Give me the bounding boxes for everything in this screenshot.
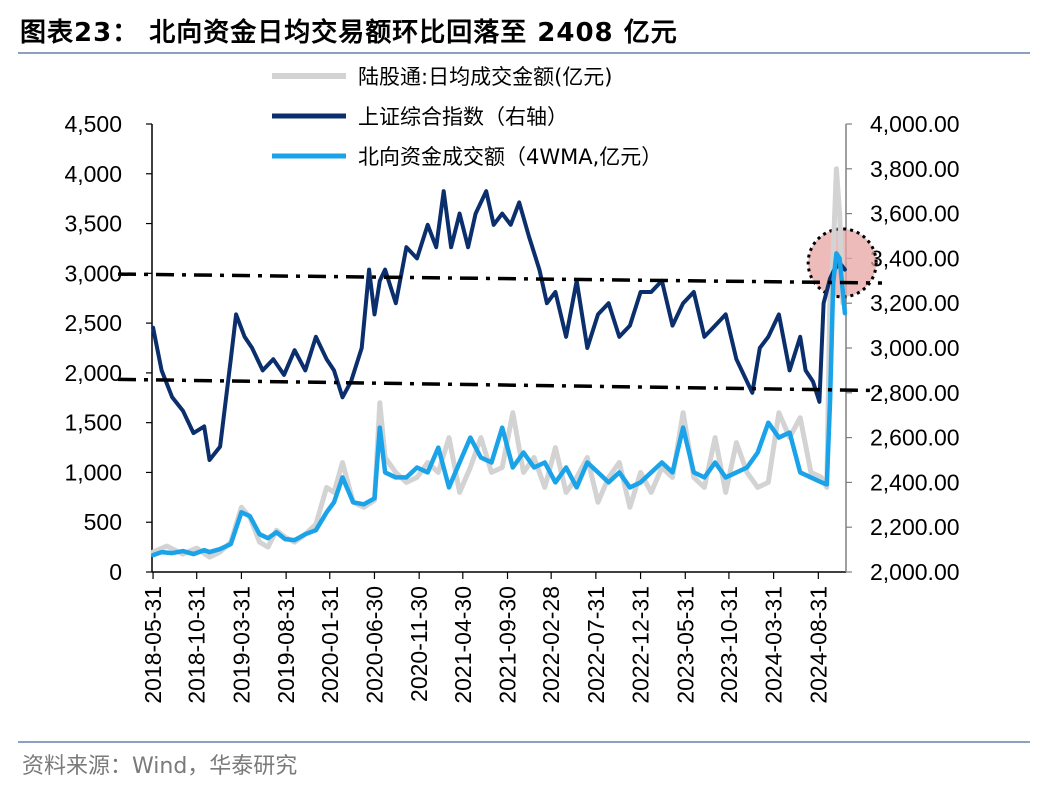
- x-tick-label: 2018-10-31: [184, 586, 210, 704]
- series-line: [150, 251, 848, 558]
- left-tick-label: 3,500: [64, 211, 122, 237]
- left-tick-label: 4,000: [64, 161, 122, 187]
- left-tick-label: 2,500: [64, 310, 122, 336]
- x-tick-label: 2024-08-31: [805, 586, 831, 704]
- right-tick-label: 2,600.00: [870, 425, 960, 451]
- x-tick-label: 2023-05-31: [672, 586, 698, 704]
- page-title: 图表23： 北向资金日均交易额环比回落至 2408 亿元: [20, 18, 678, 48]
- x-tick-label: 2019-08-31: [273, 586, 299, 704]
- right-tick-label: 3,000.00: [870, 335, 960, 361]
- right-tick-label: 2,200.00: [870, 514, 960, 540]
- x-tick-label: 2018-05-31: [140, 586, 166, 704]
- right-tick-label: 3,600.00: [870, 201, 960, 227]
- x-tick-label: 2020-01-31: [317, 586, 343, 704]
- legend-label: 上证综合指数（右轴）: [358, 105, 568, 129]
- reference-line: [117, 272, 883, 285]
- left-tick-label: 1,000: [64, 459, 122, 485]
- series-line: [151, 189, 847, 462]
- left-tick-label: 500: [84, 509, 122, 535]
- legend-label: 北向资金成交额（4WMA,亿元）: [358, 145, 662, 169]
- right-tick-label: 2,000.00: [870, 559, 960, 585]
- chart-marks: [117, 166, 883, 560]
- x-tick-label: 2022-12-31: [628, 586, 654, 704]
- x-tick-label: 2022-02-28: [538, 586, 564, 704]
- title-divider: [18, 52, 1030, 54]
- x-tick-label: 2019-03-31: [228, 586, 254, 704]
- x-tick-label: 2021-04-30: [450, 586, 476, 704]
- reference-line: [117, 377, 883, 393]
- right-tick-label: 2,800.00: [870, 380, 960, 406]
- x-tick-label: 2020-11-30: [406, 586, 432, 702]
- right-tick-label: 3,800.00: [870, 156, 960, 182]
- x-tick-label: 2022-07-31: [583, 586, 609, 704]
- right-tick-label: 4,000.00: [870, 111, 960, 137]
- chart-axes: 0 500 1,000 1,500 2,000 2,500 3,000 3,500 4,000 4…: [64, 111, 959, 704]
- x-tick-label: 2023-10-31: [716, 586, 742, 704]
- right-tick-label: 2,400.00: [870, 469, 960, 495]
- left-tick-label: 0: [109, 559, 122, 585]
- x-tick-label: 2024-03-31: [761, 586, 787, 704]
- left-tick-label: 1,500: [64, 410, 122, 436]
- chart-legend: 陆股通:日均成交金额(亿元) 上证综合指数（右轴） 北向资金成交额（4WMA,亿元）: [272, 65, 662, 169]
- source-divider: [18, 741, 1030, 743]
- source-note: 资料来源：Wind，华泰研究: [22, 754, 298, 779]
- left-tick-label: 3,000: [64, 260, 122, 286]
- x-tick-label: 2020-06-30: [361, 586, 387, 704]
- right-tick-label: 3,400.00: [870, 245, 960, 271]
- legend-label: 陆股通:日均成交金额(亿元): [358, 65, 612, 89]
- left-tick-label: 2,000: [64, 360, 122, 386]
- right-tick-label: 3,200.00: [870, 290, 960, 316]
- x-tick-label: 2021-09-30: [495, 586, 521, 704]
- left-tick-label: 4,500: [64, 111, 122, 137]
